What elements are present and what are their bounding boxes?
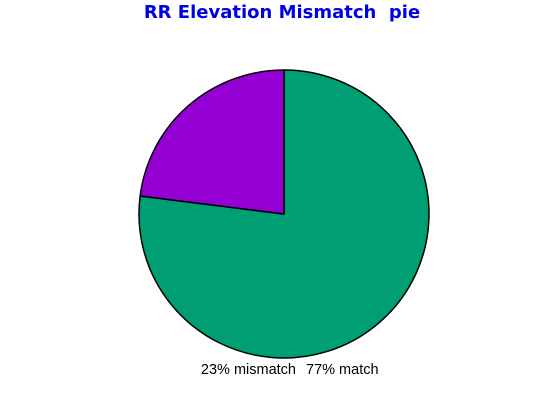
slice-label-match: 77% match — [306, 362, 379, 378]
chart-title: RR Elevation Mismatch pie — [144, 2, 420, 23]
pie-slices — [138, 69, 430, 359]
slice-label-mismatch: 23% mismatch — [201, 362, 296, 378]
pie-slice-match — [138, 69, 430, 359]
pie-slice-mismatch — [139, 69, 285, 215]
pie-labels: 77% match 23% mismatch — [201, 362, 379, 378]
